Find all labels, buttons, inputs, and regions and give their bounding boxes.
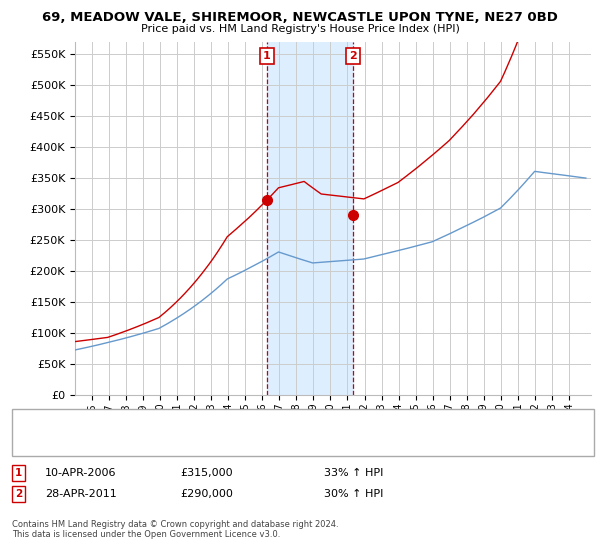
- Bar: [267, 42, 353, 395]
- Text: 28-APR-2011: 28-APR-2011: [45, 489, 117, 499]
- Text: 2: 2: [15, 489, 22, 499]
- Text: 33% ↑ HPI: 33% ↑ HPI: [324, 468, 383, 478]
- Text: Price paid vs. HM Land Registry's House Price Index (HPI): Price paid vs. HM Land Registry's House …: [140, 24, 460, 34]
- Text: 2: 2: [349, 51, 357, 61]
- Text: 1: 1: [263, 51, 271, 61]
- Text: 10-APR-2006: 10-APR-2006: [45, 468, 116, 478]
- Text: 1: 1: [15, 468, 22, 478]
- Text: 69, MEADOW VALE, SHIREMOOR, NEWCASTLE UPON TYNE, NE27 0BD: 69, MEADOW VALE, SHIREMOOR, NEWCASTLE UP…: [42, 11, 558, 24]
- Text: 69, MEADOW VALE, SHIREMOOR, NEWCASTLE UPON TYNE, NE27 0BD (detached house): 69, MEADOW VALE, SHIREMOOR, NEWCASTLE UP…: [63, 417, 492, 427]
- Text: £290,000: £290,000: [180, 489, 233, 499]
- Text: HPI: Average price, detached house, North Tyneside: HPI: Average price, detached house, Nort…: [63, 438, 317, 448]
- Text: £315,000: £315,000: [180, 468, 233, 478]
- Text: 30% ↑ HPI: 30% ↑ HPI: [324, 489, 383, 499]
- Text: Contains HM Land Registry data © Crown copyright and database right 2024.
This d: Contains HM Land Registry data © Crown c…: [12, 520, 338, 539]
